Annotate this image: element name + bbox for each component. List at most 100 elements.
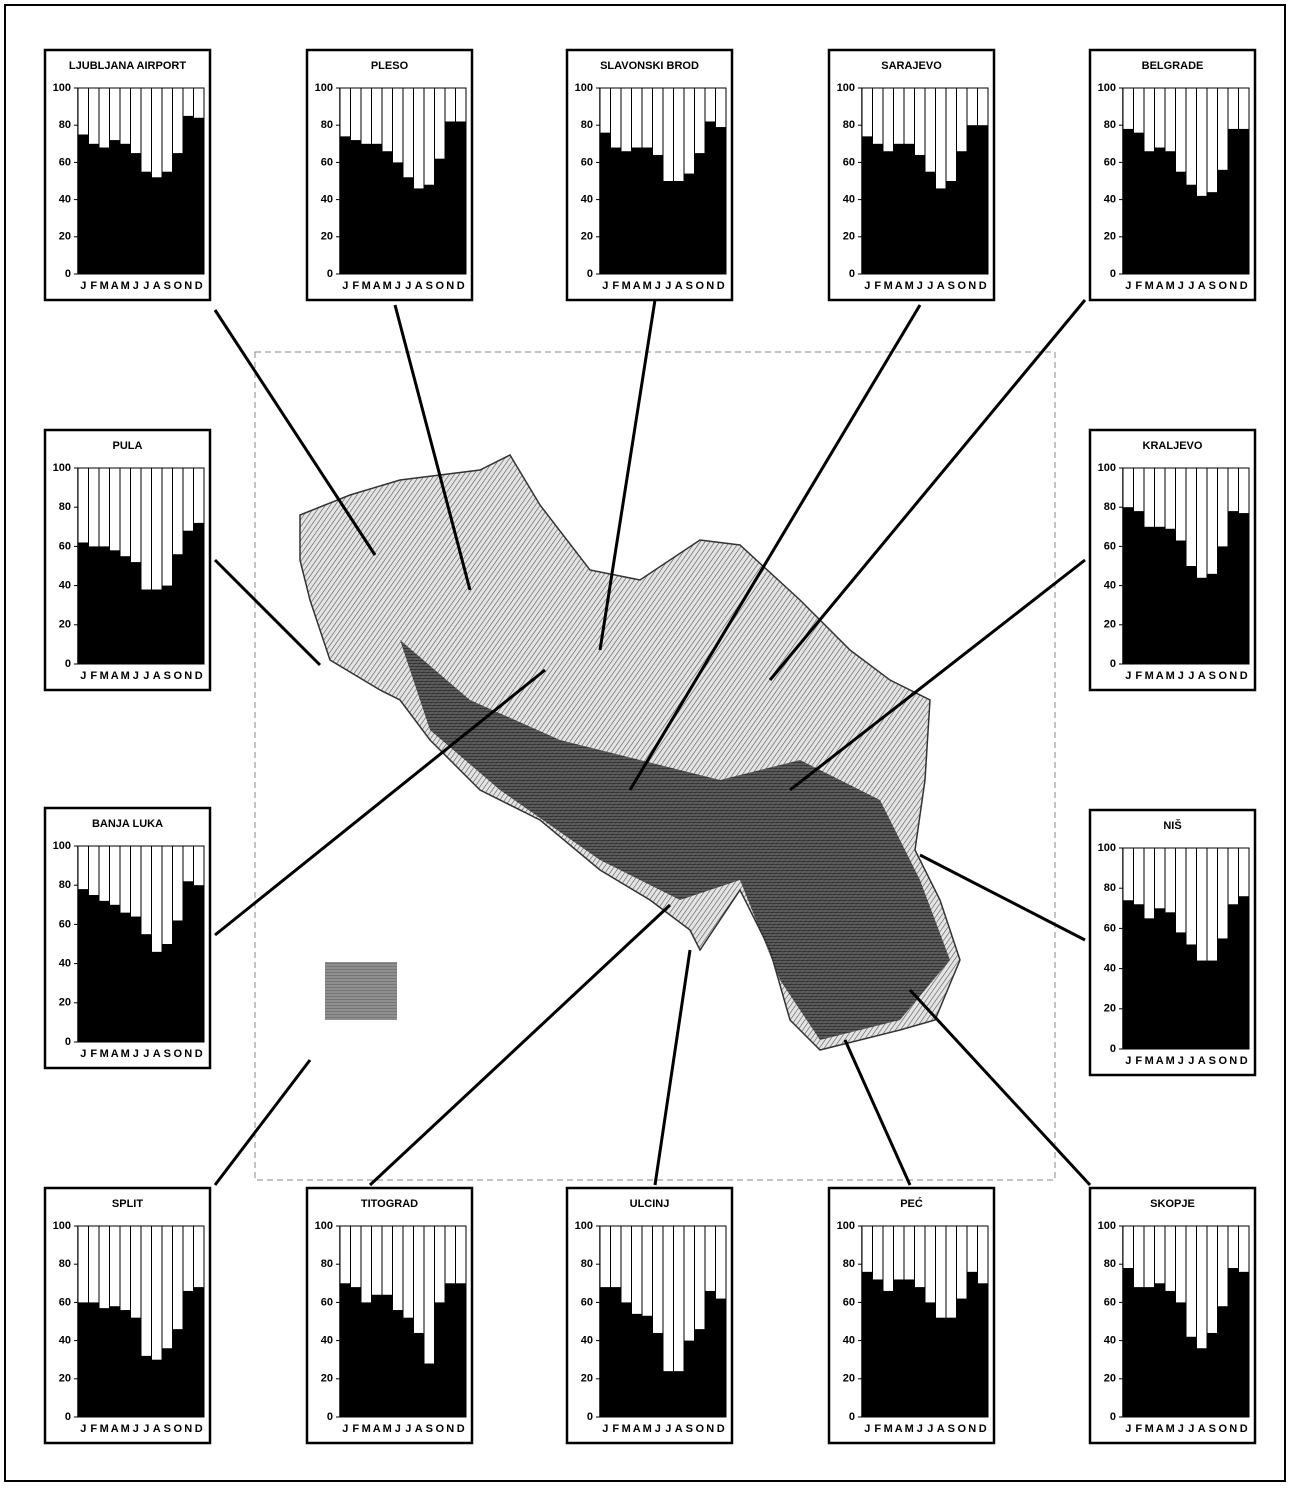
bar <box>1134 511 1145 664</box>
x-tick-label: A <box>937 280 945 292</box>
x-tick-label: M <box>884 280 893 292</box>
bar <box>1197 1348 1208 1417</box>
x-tick-label: A <box>415 280 423 292</box>
x-tick-label: J <box>1188 280 1194 292</box>
x-tick-label: J <box>143 1048 149 1060</box>
bar <box>382 1295 393 1417</box>
x-tick-label: A <box>1156 670 1164 682</box>
y-tick-label: 0 <box>65 268 71 280</box>
y-tick-label: 40 <box>59 580 71 592</box>
x-tick-label: J <box>927 280 933 292</box>
bar <box>340 136 351 274</box>
bar <box>110 550 121 664</box>
bar <box>663 181 674 274</box>
y-tick-label: 0 <box>849 268 855 280</box>
bar <box>1165 529 1176 664</box>
y-tick-label: 80 <box>59 501 71 513</box>
bar <box>141 172 152 274</box>
bar <box>141 590 152 664</box>
y-tick-label: 80 <box>321 119 333 131</box>
bar <box>162 172 173 274</box>
x-tick-label: J <box>864 1423 870 1435</box>
x-tick-label: D <box>457 280 465 292</box>
bar <box>957 151 968 274</box>
connector-line <box>215 310 375 555</box>
bar <box>361 1302 372 1417</box>
chart-title: PULA <box>113 440 143 452</box>
x-tick-label: M <box>362 1423 371 1435</box>
bar <box>1155 527 1166 664</box>
bar <box>110 1306 121 1417</box>
map <box>255 352 1055 1180</box>
bar <box>78 1302 89 1417</box>
connector-line <box>215 670 545 935</box>
bar <box>110 140 121 274</box>
bar <box>152 1360 163 1417</box>
x-tick-label: J <box>1125 1055 1131 1067</box>
connector-line <box>845 1040 910 1185</box>
bar <box>414 188 425 274</box>
bar <box>663 1371 674 1417</box>
x-tick-label: M <box>1145 670 1154 682</box>
y-tick-label: 40 <box>1104 194 1116 206</box>
bar <box>99 901 110 1042</box>
bar <box>89 546 100 664</box>
y-tick-label: 40 <box>581 1335 593 1347</box>
bar <box>936 188 947 274</box>
x-tick-label: A <box>633 1423 641 1435</box>
y-tick-label: 40 <box>843 1335 855 1347</box>
bar <box>653 155 664 274</box>
y-tick-label: 100 <box>575 1220 593 1232</box>
chart-title: SPLIT <box>112 1198 143 1210</box>
bar <box>131 562 142 664</box>
x-tick-label: J <box>917 280 923 292</box>
bar <box>173 153 184 274</box>
bar <box>1123 507 1134 664</box>
y-tick-label: 40 <box>59 194 71 206</box>
x-tick-label: O <box>435 1423 444 1435</box>
bar <box>131 917 142 1042</box>
x-tick-label: J <box>405 280 411 292</box>
bar <box>705 121 716 274</box>
y-tick-label: 80 <box>581 119 593 131</box>
x-tick-label: O <box>1218 1423 1227 1435</box>
x-tick-label: J <box>133 1423 139 1435</box>
x-tick-label: M <box>1166 1423 1175 1435</box>
bar <box>600 1287 611 1417</box>
x-tick-label: S <box>948 280 955 292</box>
x-tick-label: A <box>675 1423 683 1435</box>
y-tick-label: 20 <box>1104 619 1116 631</box>
bar <box>1218 1306 1229 1417</box>
bar <box>78 542 89 664</box>
y-tick-label: 20 <box>1104 231 1116 243</box>
y-tick-label: 80 <box>59 119 71 131</box>
y-tick-label: 0 <box>327 1411 333 1423</box>
x-tick-label: O <box>695 1423 704 1435</box>
x-tick-label: O <box>957 1423 966 1435</box>
x-tick-label: N <box>184 280 192 292</box>
y-tick-label: 40 <box>1104 963 1116 975</box>
bar <box>611 1287 622 1417</box>
bar <box>611 148 622 274</box>
chart-title: NIŠ <box>1163 819 1181 832</box>
x-tick-label: M <box>643 280 652 292</box>
bar <box>435 159 446 274</box>
bar <box>1239 513 1250 664</box>
chart-title: TITOGRAD <box>361 1198 418 1210</box>
bar <box>674 1371 685 1417</box>
x-tick-label: J <box>1188 670 1194 682</box>
x-tick-label: J <box>864 280 870 292</box>
connector-line <box>215 1060 310 1185</box>
bar <box>1144 527 1155 664</box>
bar <box>424 1364 435 1417</box>
x-tick-label: A <box>373 1423 381 1435</box>
y-tick-label: 80 <box>321 1258 333 1270</box>
x-tick-label: S <box>1209 280 1216 292</box>
y-tick-label: 100 <box>315 1220 333 1232</box>
x-tick-label: A <box>1198 280 1206 292</box>
x-tick-label: S <box>426 280 433 292</box>
x-tick-label: O <box>957 280 966 292</box>
x-tick-label: J <box>80 1048 86 1060</box>
bar <box>424 185 435 274</box>
